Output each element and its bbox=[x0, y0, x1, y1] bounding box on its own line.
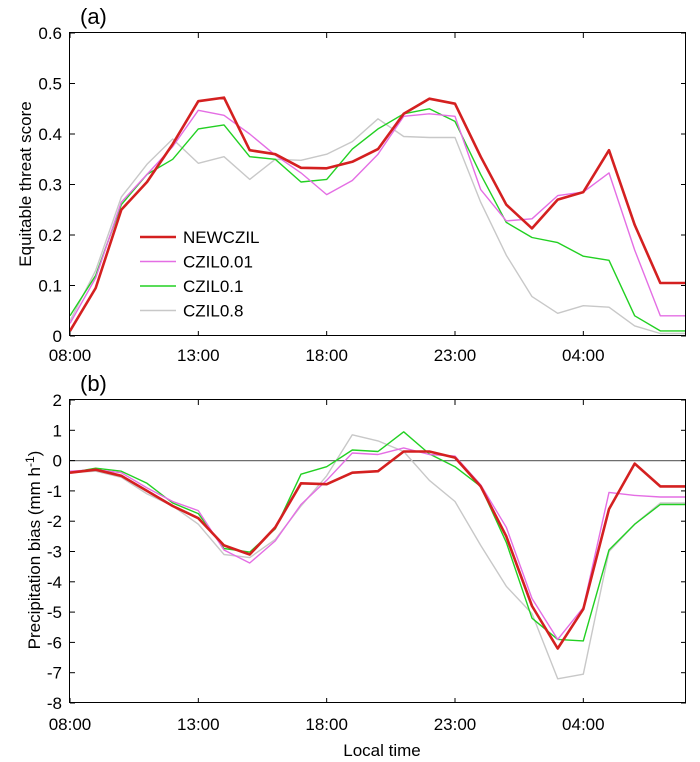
series-line-czil0-1 bbox=[69, 108, 686, 332]
panel-a-series-group bbox=[68, 96, 686, 335]
series-line-newczil bbox=[69, 450, 686, 650]
panel-a-ets-chart: (a) 0 0.1 0.2 0.3 0.4 0.5 0.6 08:00 13:00 18:00 23… bbox=[16, 4, 686, 365]
y-tick-label: 0.5 bbox=[38, 75, 62, 94]
y-tick-label: -6 bbox=[47, 633, 62, 652]
y-tick-label: 2 bbox=[53, 391, 62, 410]
y-tick-label: 0.1 bbox=[38, 277, 62, 296]
x-tick-label: 04:00 bbox=[562, 715, 605, 734]
x-tick-label: 18:00 bbox=[305, 346, 348, 365]
series-line-czil0-1 bbox=[69, 431, 686, 642]
legend: NEWCZIL CZIL0.01 CZIL0.1 CZIL0.8 bbox=[140, 228, 260, 321]
x-tick-label: 08:00 bbox=[49, 346, 92, 365]
panel-a-y-axis-label: Equitable threat score bbox=[16, 101, 35, 266]
y-tick-label: -8 bbox=[47, 694, 62, 713]
panel-b-bias-chart: (b) -8 -7 -6 -5 -4 -3 -2 -1 0 1 2 08:00 13:00 18:00 23… bbox=[23, 371, 686, 760]
panel-b-series-group bbox=[69, 431, 686, 680]
x-tick-label: 04:00 bbox=[562, 346, 605, 365]
panel-a-label: (a) bbox=[80, 4, 107, 29]
panel-b-axes: -8 -7 -6 -5 -4 -3 -2 -1 0 1 2 08:00 13:00 18:00 23:00 0… bbox=[47, 391, 686, 734]
legend-label-czil0-8: CZIL0.8 bbox=[183, 302, 243, 321]
x-tick-label: 08:00 bbox=[49, 715, 92, 734]
panel-a-axes: 0 0.1 0.2 0.3 0.4 0.5 0.6 08:00 13:00 18:00 23:00 0… bbox=[38, 24, 686, 365]
y-tick-label: 0 bbox=[53, 327, 62, 346]
panel-b-y-axis-label: Precipitation bias (mm h-1) bbox=[23, 451, 44, 650]
panel-b-frame bbox=[69, 399, 686, 703]
y-tick-label: -2 bbox=[47, 512, 62, 531]
x-axis-label: Local time bbox=[343, 741, 420, 760]
y-tick-label: -3 bbox=[47, 543, 62, 562]
y-tick-label: -1 bbox=[47, 482, 62, 501]
panel-b-label: (b) bbox=[80, 371, 107, 396]
series-line-czil0-01 bbox=[69, 447, 686, 641]
x-tick-label: 18:00 bbox=[305, 715, 348, 734]
x-tick-label: 23:00 bbox=[434, 715, 477, 734]
y-tick-label: 0.2 bbox=[38, 226, 62, 245]
y-tick-label: 0.6 bbox=[38, 24, 62, 43]
legend-label-newczil: NEWCZIL bbox=[183, 228, 260, 247]
y-tick-label: 0 bbox=[53, 452, 62, 471]
x-tick-label: 13:00 bbox=[177, 346, 220, 365]
series-line-czil0-8 bbox=[69, 118, 686, 335]
x-tick-label: 23:00 bbox=[434, 346, 477, 365]
y-tick-label: -7 bbox=[47, 664, 62, 683]
legend-label-czil0-01: CZIL0.01 bbox=[183, 253, 253, 272]
y-tick-label: 1 bbox=[53, 421, 62, 440]
panel-a-frame bbox=[69, 32, 686, 336]
y-tick-label: 0.4 bbox=[38, 125, 62, 144]
series-line-newczil bbox=[68, 96, 686, 332]
x-tick-label: 13:00 bbox=[177, 715, 220, 734]
y-tick-label: -5 bbox=[47, 603, 62, 622]
legend-label-czil0-1: CZIL0.1 bbox=[183, 277, 243, 296]
y-tick-label: -4 bbox=[47, 573, 62, 592]
y-tick-label: 0.3 bbox=[38, 176, 62, 195]
series-line-czil0-01 bbox=[69, 109, 686, 324]
